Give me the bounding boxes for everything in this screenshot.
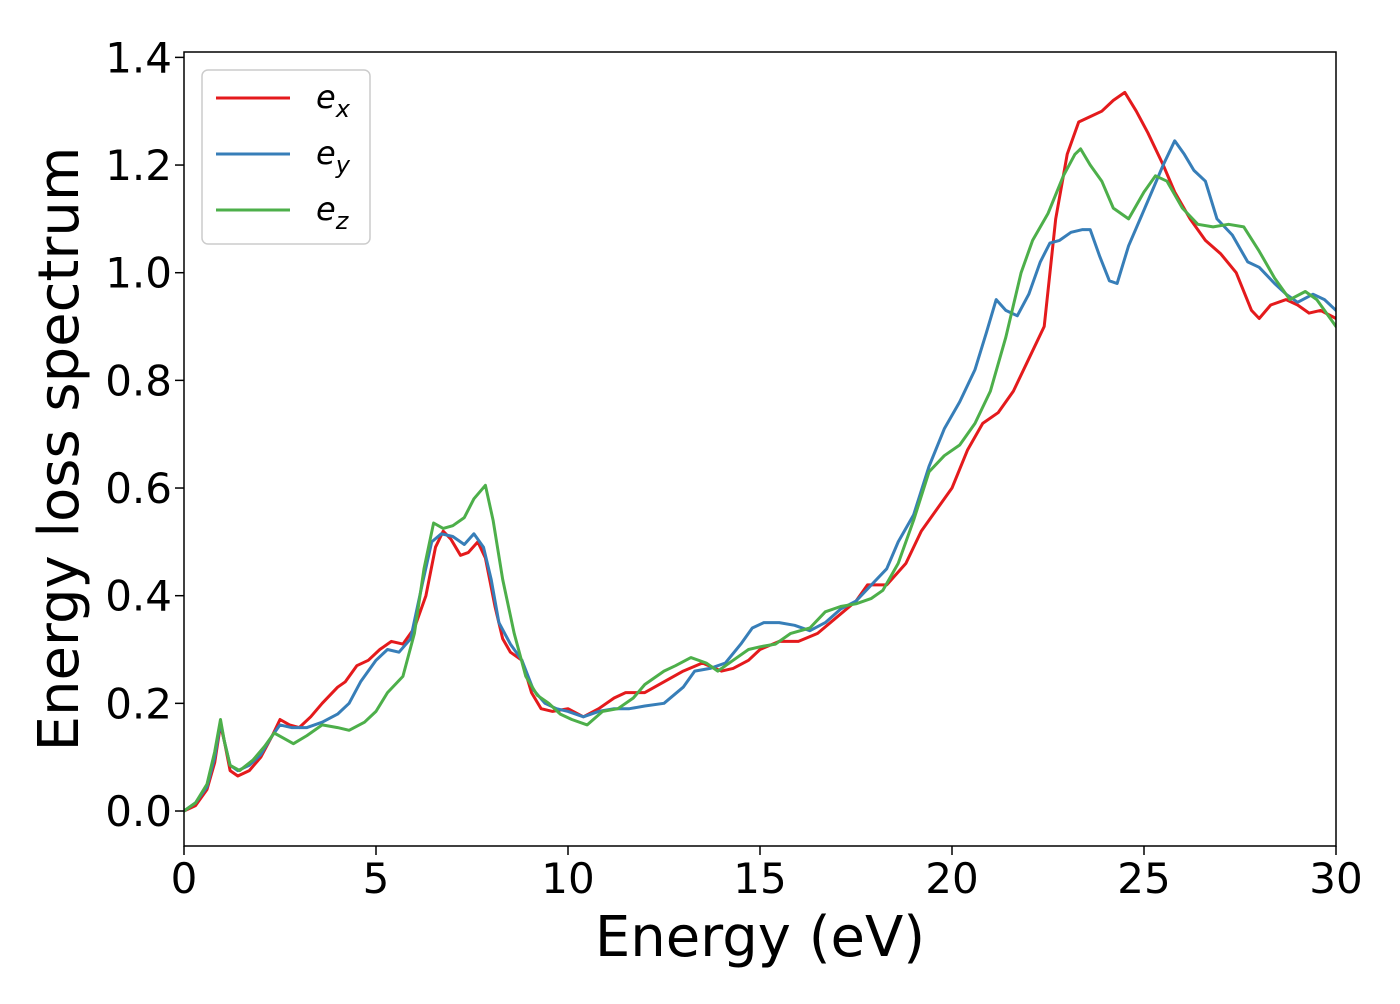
- y-tick-label: 0.6: [105, 464, 172, 513]
- x-tick-label: 0: [171, 854, 198, 903]
- legend: ex ey ez: [201, 69, 371, 245]
- series-layer: [184, 90, 1336, 813]
- series-line-x: [184, 90, 1336, 813]
- series-line-y: [184, 139, 1336, 813]
- y-tick-label: 0.0: [105, 787, 172, 836]
- legend-label-z: ez: [316, 190, 350, 235]
- y-tick-label: 0.2: [105, 679, 172, 728]
- y-tick-label: 0.8: [105, 356, 172, 405]
- y-tick-label: 1.2: [105, 141, 172, 190]
- x-tick-label: 5: [363, 854, 390, 903]
- y-tick-label: 1.0: [105, 249, 172, 298]
- y-tick-label: 0.4: [105, 572, 172, 621]
- y-axis-ticks: 0.0 0.2 0.4 0.6 0.8 1.0 1.2 1.4: [105, 33, 184, 836]
- x-axis-title: Energy (eV): [595, 905, 925, 970]
- x-tick-label: 20: [925, 854, 978, 903]
- x-tick-label: 30: [1309, 854, 1362, 903]
- x-axis-ticks: 0 5 10 15 20 25 30: [171, 846, 1363, 903]
- x-tick-label: 25: [1117, 854, 1170, 903]
- x-tick-label: 15: [733, 854, 786, 903]
- legend-label-x: ex: [316, 78, 351, 123]
- series-line-z: [184, 147, 1336, 813]
- x-tick-label: 10: [541, 854, 594, 903]
- y-tick-label: 1.4: [105, 33, 172, 82]
- legend-label-y: ey: [316, 134, 351, 179]
- legend-box: [201, 69, 371, 245]
- y-axis-title: Energy loss spectrum: [27, 147, 92, 752]
